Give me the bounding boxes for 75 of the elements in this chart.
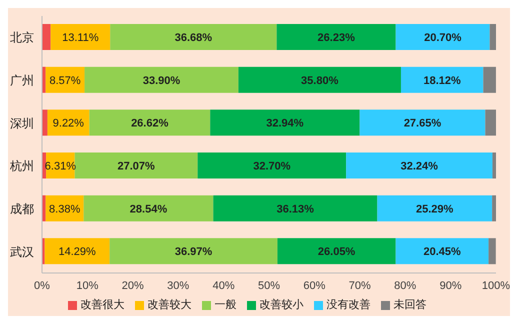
y-tick-label: 武汉 xyxy=(10,244,34,259)
data-label: 36.13% xyxy=(276,203,314,216)
bar xyxy=(277,238,396,264)
bar xyxy=(488,238,496,264)
data-label: 27.65% xyxy=(404,118,442,130)
data-label: 35.80% xyxy=(301,74,339,87)
bar xyxy=(396,24,490,50)
bar xyxy=(42,24,51,50)
data-label: 8.38% xyxy=(49,203,80,216)
x-tick-label: 50% xyxy=(258,280,280,292)
data-label: 20.45% xyxy=(423,246,462,258)
bar xyxy=(74,152,198,178)
bar xyxy=(42,110,48,136)
legend-label: 改善较大 xyxy=(148,299,192,311)
bar xyxy=(238,66,401,93)
data-label: 36.68% xyxy=(174,32,212,44)
y-tick-label: 广州 xyxy=(10,74,34,88)
y-tick-label: 深圳 xyxy=(10,116,34,130)
data-label: 26.23% xyxy=(318,32,356,44)
bar xyxy=(360,110,486,136)
data-label: 14.29% xyxy=(58,246,96,258)
y-tick-label: 杭州 xyxy=(9,159,34,174)
x-tick-label: 0% xyxy=(34,280,50,292)
data-label: 27.07% xyxy=(118,160,156,172)
y-tick-label: 北京 xyxy=(10,30,34,45)
data-label: 26.62% xyxy=(131,118,169,130)
x-tick-label: 40% xyxy=(212,280,235,292)
legend-label: 改善较小 xyxy=(260,299,304,311)
bar xyxy=(485,110,496,136)
bar xyxy=(50,24,110,50)
data-label: 32.94% xyxy=(266,118,304,130)
bar xyxy=(400,66,484,93)
data-label: 20.70% xyxy=(424,32,462,44)
bar xyxy=(198,152,346,178)
data-label: 32.70% xyxy=(253,160,291,172)
data-label: 28.54% xyxy=(130,203,168,216)
legend-label: 改善很大 xyxy=(80,299,124,311)
bar xyxy=(84,66,238,93)
bar xyxy=(346,152,492,178)
bar xyxy=(276,24,396,50)
data-label: 25.29% xyxy=(416,203,454,216)
x-tick-label: 30% xyxy=(167,280,190,292)
bar xyxy=(89,110,210,136)
bar xyxy=(492,152,496,178)
bar xyxy=(492,195,496,222)
bar xyxy=(377,195,492,222)
bar xyxy=(44,238,110,264)
bar xyxy=(84,195,214,222)
x-tick-label: 10% xyxy=(76,280,99,292)
data-label: 6.31% xyxy=(44,160,76,172)
bar xyxy=(110,238,278,264)
data-label: 9.22% xyxy=(52,118,84,130)
legend-label: 没有改善 xyxy=(326,299,370,311)
x-tick-label: 80% xyxy=(394,280,416,292)
x-tick-label: 20% xyxy=(122,280,144,292)
bar xyxy=(490,24,496,50)
bar xyxy=(396,238,489,264)
data-label: 36.97% xyxy=(174,246,212,258)
y-tick-label: 成都 xyxy=(10,202,34,216)
x-tick-label: 70% xyxy=(348,280,372,292)
bar xyxy=(213,195,378,222)
x-tick-label: 90% xyxy=(440,280,462,292)
data-label: 33.90% xyxy=(142,74,180,87)
x-tick-label: 60% xyxy=(303,280,326,292)
data-label: 18.12% xyxy=(423,74,461,87)
x-tick-label: 100% xyxy=(482,280,510,292)
data-label: 8.57% xyxy=(49,74,81,87)
legend-label: 未回答 xyxy=(394,299,426,311)
data-label: 13.11% xyxy=(62,32,99,44)
data-label: 26.05% xyxy=(318,246,356,258)
legend-label: 一般 xyxy=(214,299,236,311)
bar xyxy=(483,66,496,93)
data-label: 32.24% xyxy=(400,160,438,172)
bar xyxy=(110,24,277,50)
bar xyxy=(210,110,360,136)
